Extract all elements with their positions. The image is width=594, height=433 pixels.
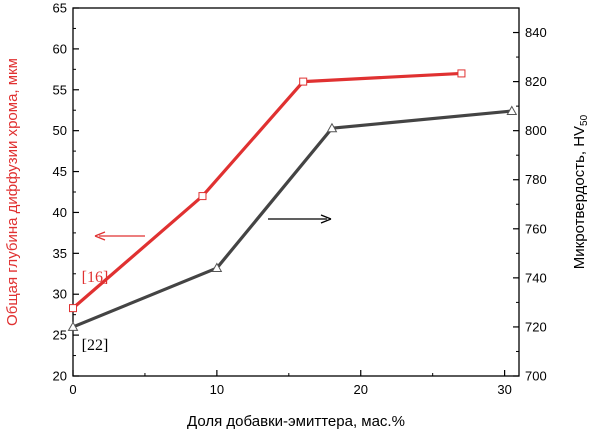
y-right-tick-label: 820 (525, 74, 547, 89)
y-right-tick-label: 760 (525, 221, 547, 236)
y-left-tick-label: 65 (53, 1, 67, 16)
x-tick-label: 30 (497, 382, 511, 397)
arrows-layer (94, 214, 332, 241)
arrow-left-head (94, 231, 106, 241)
series-line-2 (72, 109, 512, 329)
y-left-tick-label: 20 (53, 369, 67, 384)
series-layer (67, 69, 518, 331)
plot-frame (72, 7, 520, 377)
y-left-axis-title: Общая глубина диффузии хрома, мкм (4, 58, 21, 326)
y-right-axis-title: Микротвердость, HV50 (571, 114, 590, 269)
arrow-right-head (320, 214, 332, 224)
y-left-tick-label: 30 (53, 287, 67, 302)
right-axis: 700 720 740 760 780 800 820 840 (513, 7, 547, 384)
series-line-1 (71, 71, 462, 310)
data-point-triangle (67, 321, 79, 331)
x-tick-label: 10 (210, 382, 224, 397)
data-point-square (69, 304, 77, 313)
data-point-square (457, 69, 466, 78)
plot-border (72, 7, 520, 377)
data-point-square (198, 192, 207, 201)
y-right-tick-label: 840 (525, 25, 547, 40)
data-point-square (299, 77, 308, 86)
y-left-tick-label: 25 (53, 328, 67, 343)
data-point-triangle (211, 262, 223, 273)
y-left-tick-label: 35 (53, 246, 67, 261)
y-left-tick-label: 60 (53, 41, 67, 56)
y-right-tick-label: 740 (525, 270, 547, 285)
annotations: [16] [22] (82, 269, 109, 354)
y-left-tick-label: 55 (53, 82, 67, 97)
x-axis-title: Доля добавки-эмиттера, мас.% (187, 413, 405, 430)
y-left-tick-label: 40 (53, 205, 67, 220)
y-right-axis-title-main: Микротвердость, HV (571, 126, 588, 269)
y-left-tick-label: 45 (53, 164, 67, 179)
x-axis: 0 10 20 30 (69, 370, 512, 397)
x-tick-label: 0 (69, 382, 76, 397)
left-axis: 20 25 30 35 40 45 50 55 60 65 (53, 1, 79, 384)
data-point-triangle (326, 122, 338, 133)
y-right-axis-title-sub: 50 (579, 114, 590, 126)
data-point-triangle (506, 105, 518, 116)
y-right-tick-label: 720 (525, 319, 547, 334)
y-right-tick-label: 800 (525, 123, 547, 138)
y-right-tick-label: 700 (525, 369, 547, 384)
reference-label: [16] (82, 269, 109, 286)
y-left-tick-label: 50 (53, 123, 67, 138)
x-tick-label: 20 (354, 382, 368, 397)
y-right-tick-label: 780 (525, 172, 547, 187)
reference-label: [22] (82, 337, 109, 354)
